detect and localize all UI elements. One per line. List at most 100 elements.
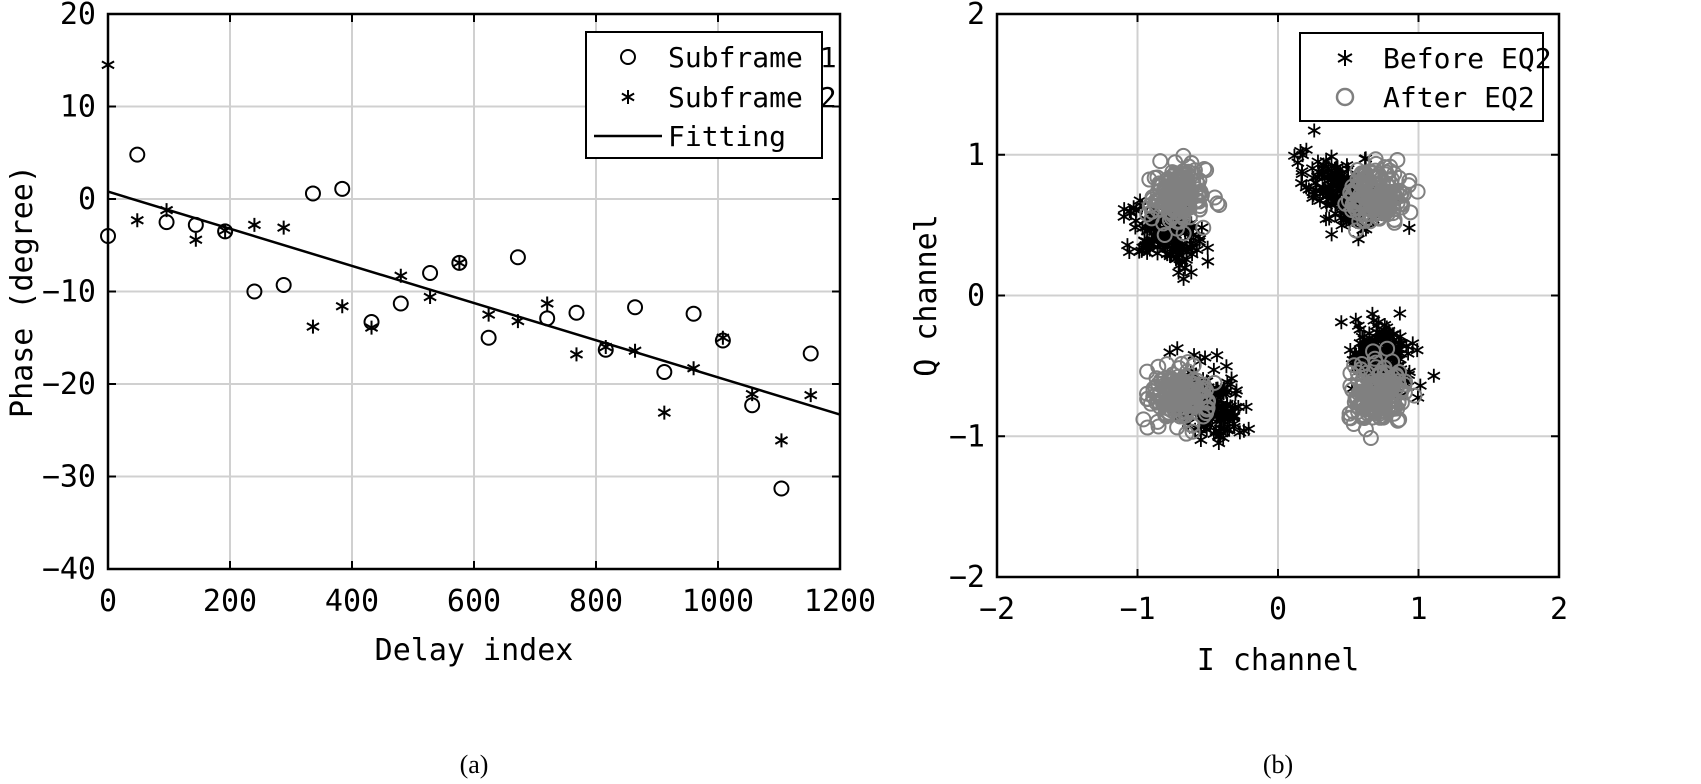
subframe-2-point [306,319,320,334]
y-tick-label: 2 [967,0,985,32]
before-eq2-point-glyph [1307,123,1321,138]
after-eq2-point [1198,162,1215,179]
y-tick-label: 10 [60,90,96,125]
before-eq2-point-glyph [1228,386,1242,401]
after-eq2-point [1209,195,1226,212]
before-eq2-point [1307,123,1321,138]
y-tick-label: −40 [42,552,96,587]
chart-b-tick-labels: −2 −1 0 1 2 −2 −1 0 1 2 [949,0,1568,627]
legend-box [1299,32,1544,122]
x-tick-label: −1 [1119,592,1155,627]
after-eq2-point [1344,403,1361,420]
after-eq2-point [1397,373,1414,390]
chart-b-panel-label: (b) [1263,750,1293,779]
after-eq2-point [1211,196,1228,213]
after-eq2-point [1172,379,1189,396]
chart-b-x-axis-label: I channel [1197,643,1360,678]
before-eq2-point-glyph [1211,428,1225,443]
subframe-2-point [423,290,437,305]
before-eq2-point-glyph [1325,190,1339,205]
before-eq2-point [1325,227,1339,242]
before-eq2-point [1228,386,1242,401]
before-eq2-point-glyph [1382,323,1396,338]
subframe-2-point [599,340,613,354]
before-eq2-point [1371,330,1385,345]
subframe-1-point [129,146,146,163]
subframe-2-point-glyph [394,268,408,283]
before-eq2-point [1319,212,1333,227]
before-eq2-point-glyph [1319,212,1333,227]
after-eq2-point [1367,388,1384,405]
before-eq2-point [1357,332,1371,347]
x-tick-label: 2 [1550,592,1568,627]
after-eq2-point [1181,381,1198,398]
subframe-2-point [130,213,144,228]
after-eq2-point [1393,394,1410,411]
before-eq2-point [1201,254,1215,269]
before-eq2-point-glyph [1324,149,1339,164]
after-eq2-point [1349,204,1366,221]
after-eq2-point [1158,356,1175,373]
after-eq2-point [1393,383,1410,400]
before-eq2-point-glyph [1239,399,1253,414]
before-eq2-point [1163,246,1177,261]
before-eq2-point-glyph [1427,368,1441,383]
chart-b-plot-frame [995,12,1561,579]
before-eq2-point [1406,336,1420,351]
subframe-2-point [364,320,379,335]
before-eq2-point-glyph [1324,197,1338,212]
before-eq2-point-glyph [1223,414,1237,429]
subframe-2-point-glyph [511,314,525,329]
before-eq2-point [1123,204,1137,219]
before-eq2-point-glyph [1393,306,1407,321]
x-tick-label: 200 [203,584,257,619]
after-eq2-point [1366,405,1383,422]
after-eq2-point [1375,390,1392,407]
after-eq2-point [1152,153,1169,170]
after-eq2-point [1150,418,1167,435]
before-eq2-point [1170,341,1184,356]
legend-label: Before EQ2 [1383,42,1552,75]
after-eq2-point [1192,394,1209,411]
after-eq2-point [1180,158,1197,175]
subframe-2-point [540,296,554,311]
before-eq2-point-glyph [1136,240,1150,255]
after-eq2-point [1164,366,1181,383]
before-eq2-point-glyph [1349,312,1363,327]
subframe-2-point-glyph [657,405,671,420]
subframe-2-point [482,307,496,322]
subframe-2-point-glyph [423,290,437,305]
before-eq2-point [1219,359,1233,374]
before-eq2-point [1211,428,1225,443]
subframe-1-point [392,295,409,312]
subframe-1-point [422,265,439,281]
after-eq2-point [1161,173,1178,190]
before-eq2-point [1117,209,1131,224]
before-eq2-point [1177,271,1191,286]
before-eq2-point [1325,190,1339,205]
before-eq2-point-glyph [1401,346,1415,361]
before-eq2-point [1136,240,1150,255]
after-eq2-point [1184,397,1201,414]
before-eq2-point-glyph [1233,425,1247,440]
after-eq2-point [1382,158,1399,175]
before-eq2-point-glyph [1185,247,1199,262]
subframe-2-point [628,343,642,358]
subframe-1-point [304,185,321,202]
before-eq2-point-glyph [1172,265,1186,280]
chart-a-data [100,57,841,497]
before-eq2-point-glyph [1313,193,1327,208]
before-eq2-point [1287,148,1301,163]
after-eq2-point [1337,195,1354,212]
after-eq2-point [1164,177,1181,194]
chart-b-y-axis-label: Q channel [909,214,944,377]
after-eq2-point [1135,411,1152,428]
before-eq2-point [1365,306,1379,321]
legend-subframe-1-swatch [620,49,636,65]
after-eq2-point [1349,364,1366,381]
subframe-2-point [774,433,789,448]
x-tick-label: 0 [99,584,117,619]
before-eq2-point [1334,315,1348,330]
subframe-2-point [569,347,584,362]
